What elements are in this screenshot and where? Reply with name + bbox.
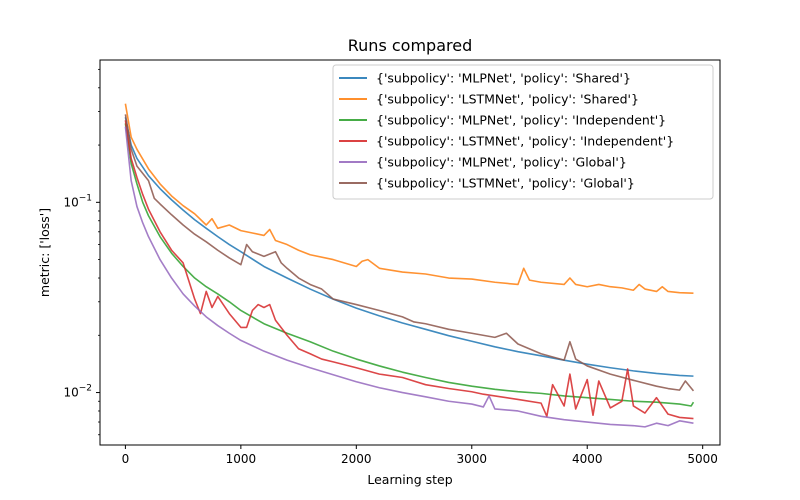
y-tick-label: 10−1 — [63, 193, 92, 209]
plot-frame — [99, 59, 721, 446]
x-tick-label: 0 — [122, 452, 130, 466]
series-line-5 — [124, 126, 694, 428]
legend-label: {'subpolicy': 'LSTMNet', 'policy': 'Shar… — [376, 92, 639, 107]
series-line-6 — [124, 114, 695, 392]
y-axis: 10−2 10−1 — [63, 68, 100, 436]
x-axis-label: Learning step — [367, 472, 452, 487]
y-axis-label: metric: ['loss'] — [37, 208, 52, 297]
x-tick-label: 3000 — [456, 452, 487, 466]
series-line-3 — [124, 123, 695, 407]
legend-label: {'subpolicy': 'LSTMNet', 'policy': 'Glob… — [376, 176, 635, 191]
chart-title: Runs compared — [348, 36, 472, 55]
legend-label: {'subpolicy': 'MLPNet', 'policy': 'Globa… — [376, 155, 627, 170]
x-tick-label: 1000 — [226, 452, 257, 466]
legend-label: {'subpolicy': 'LSTMNet', 'policy': 'Inde… — [376, 134, 674, 149]
legend-label: {'subpolicy': 'MLPNet', 'policy': 'Share… — [376, 71, 631, 86]
x-tick-label: 2000 — [341, 452, 372, 466]
series-lines — [124, 103, 695, 428]
x-axis: 0 1000 2000 3000 4000 5000 — [122, 445, 718, 466]
legend-label: {'subpolicy': 'MLPNet', 'policy': 'Indep… — [376, 113, 666, 128]
legend: {'subpolicy': 'MLPNet', 'policy': 'Share… — [332, 64, 714, 200]
x-tick-label: 5000 — [687, 452, 718, 466]
series-line-2 — [124, 103, 694, 294]
x-tick-label: 4000 — [572, 452, 603, 466]
y-tick-label: 10−2 — [63, 384, 92, 400]
legend-box — [332, 64, 714, 200]
